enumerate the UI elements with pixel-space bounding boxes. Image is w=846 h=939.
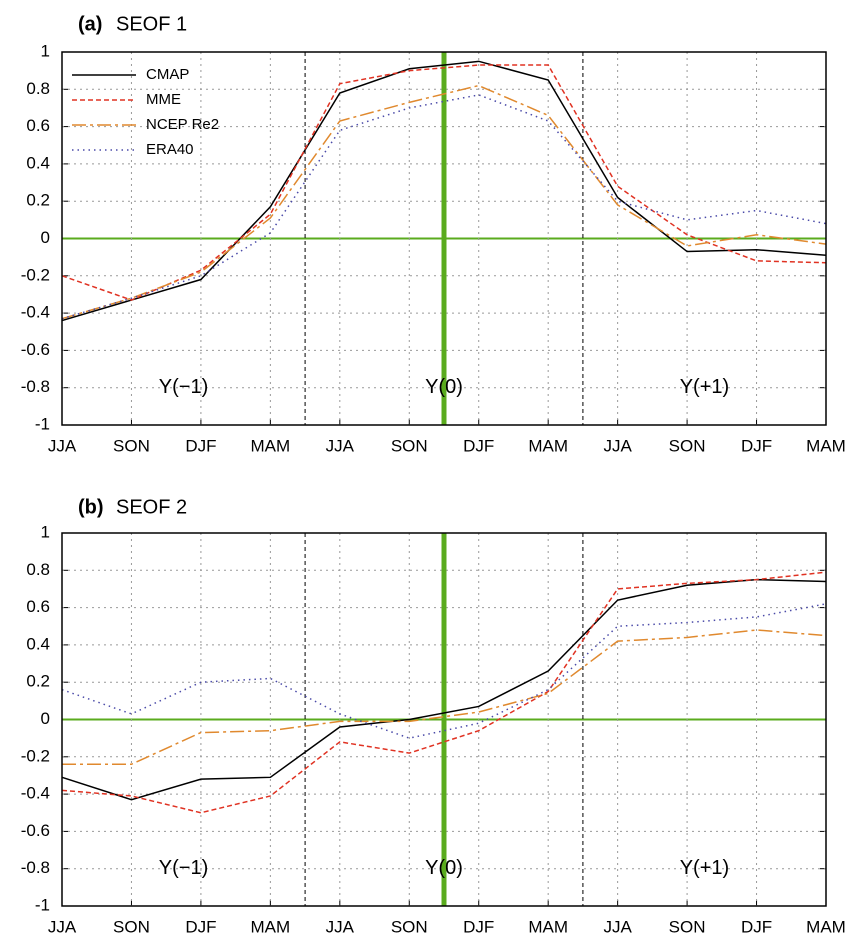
y-tick-label: -0.8 xyxy=(21,858,50,877)
y-tick-label: -0.8 xyxy=(21,377,50,396)
series-line xyxy=(61,603,827,739)
x-tick-label: MAM xyxy=(528,436,568,455)
legend-label: ERA40 xyxy=(146,141,194,158)
series-line xyxy=(61,94,827,320)
legend-label: CMAP xyxy=(146,66,189,83)
plot-frame xyxy=(61,532,827,907)
x-tick-label: SON xyxy=(391,917,428,936)
x-tick-label: JJA xyxy=(48,436,77,455)
x-tick-label: JJA xyxy=(326,917,355,936)
y-tick-label: -0.6 xyxy=(21,821,50,840)
series-line xyxy=(61,84,827,320)
y-tick-label: 0.8 xyxy=(26,560,50,579)
x-tick-label: JJA xyxy=(326,436,355,455)
panel: (b) SEOF 2 -1 -0.8 -0.6 -0.4 -0.2 0 0.2 0.4 0.6 0.8… xyxy=(21,496,846,936)
panel-label: (a) xyxy=(78,13,102,35)
series-line xyxy=(61,571,827,814)
y-tick-label: -1 xyxy=(35,895,50,914)
y-tick-label: -0.2 xyxy=(21,265,50,284)
annotation: Y(0) xyxy=(425,376,463,398)
y-tick-label: 0 xyxy=(41,709,50,728)
legend-label: MME xyxy=(146,91,181,108)
plot-frame xyxy=(61,51,827,426)
x-tick-label: JJA xyxy=(603,917,632,936)
x-tick-label: SON xyxy=(669,917,706,936)
y-tick-label: -0.4 xyxy=(21,784,50,803)
panel-title: SEOF 1 xyxy=(116,13,187,35)
annotation: Y(+1) xyxy=(680,376,729,398)
panel-label: (b) xyxy=(78,496,104,518)
y-tick-label: 0.4 xyxy=(26,634,50,653)
y-tick-label: 0.2 xyxy=(26,191,50,210)
series-line xyxy=(61,60,827,322)
series-line xyxy=(61,64,827,301)
y-tick-label: 0.4 xyxy=(26,153,50,172)
annotation: Y(−1) xyxy=(159,376,208,398)
x-tick-label: SON xyxy=(113,917,150,936)
series-line xyxy=(62,629,827,766)
x-tick-label: MAM xyxy=(251,917,291,936)
x-tick-label: JJA xyxy=(603,436,632,455)
x-tick-label: DJF xyxy=(463,436,494,455)
y-tick-label: 0 xyxy=(41,228,50,247)
panel: (a) SEOF 1 -1 -0.8 -0.6 -0.4 -0.2 0 0.2 0.4 0.6 0.8… xyxy=(21,13,846,455)
x-tick-label: JJA xyxy=(48,917,77,936)
y-tick-label: -0.2 xyxy=(21,746,50,765)
y-tick-label: 0.8 xyxy=(26,79,50,98)
x-tick-label: SON xyxy=(669,436,706,455)
x-tick-label: DJF xyxy=(741,436,772,455)
y-tick-label: 1 xyxy=(41,41,50,60)
x-tick-label: DJF xyxy=(185,917,216,936)
annotation: Y(0) xyxy=(425,857,463,879)
x-tick-label: MAM xyxy=(806,917,846,936)
y-tick-label: 0.6 xyxy=(26,597,50,616)
x-tick-label: MAM xyxy=(251,436,291,455)
legend-label: NCEP Re2 xyxy=(146,116,219,133)
y-tick-label: -1 xyxy=(35,414,50,433)
y-tick-label: 1 xyxy=(41,522,50,541)
x-tick-label: DJF xyxy=(741,917,772,936)
y-tick-label: 0.6 xyxy=(26,116,50,135)
annotation: Y(+1) xyxy=(680,857,729,879)
y-tick-label: 0.2 xyxy=(26,672,50,691)
x-tick-label: DJF xyxy=(463,917,494,936)
annotation: Y(−1) xyxy=(159,857,208,879)
x-tick-label: MAM xyxy=(806,436,846,455)
x-tick-label: SON xyxy=(391,436,428,455)
series-line xyxy=(61,578,827,801)
y-tick-label: -0.4 xyxy=(21,303,50,322)
x-tick-label: MAM xyxy=(528,917,568,936)
x-tick-label: DJF xyxy=(185,436,216,455)
x-tick-label: SON xyxy=(113,436,150,455)
y-tick-label: -0.6 xyxy=(21,340,50,359)
panel-title: SEOF 2 xyxy=(116,496,187,518)
